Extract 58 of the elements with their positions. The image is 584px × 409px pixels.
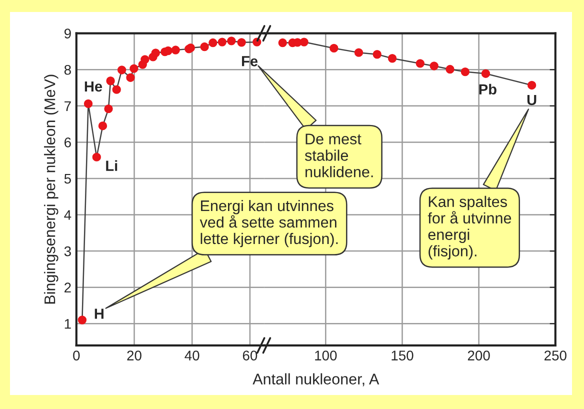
x-tick-label: 100	[315, 350, 337, 360]
point	[106, 76, 115, 86]
point	[372, 50, 382, 59]
x-tick-label: 40	[184, 350, 200, 360]
point	[130, 64, 138, 73]
x-tick-label: 200	[468, 350, 490, 360]
point	[126, 73, 135, 82]
point	[112, 85, 121, 94]
point	[237, 38, 246, 47]
point	[300, 38, 308, 46]
point	[278, 38, 287, 48]
y-tick-label: 3	[64, 246, 71, 256]
annotation: De mest stabile nuklidene.	[304, 134, 373, 178]
point	[527, 80, 536, 90]
point	[200, 42, 209, 52]
point	[430, 62, 438, 70]
point	[208, 38, 218, 48]
y-tick-label: 2	[64, 282, 71, 292]
annotation: Pb	[479, 84, 496, 95]
x-tick-label: 150	[392, 350, 414, 360]
point	[104, 104, 113, 114]
point	[78, 316, 87, 324]
y-tick-label: 8	[64, 64, 71, 75]
point	[84, 99, 93, 108]
point	[92, 152, 101, 162]
point	[460, 67, 470, 76]
annotation: He	[84, 81, 102, 92]
y-tick-label: 4	[64, 210, 72, 220]
x-axis-title: Antall nukleoner, A	[252, 373, 380, 386]
x-tick-label: 60	[242, 350, 258, 360]
point	[481, 69, 490, 78]
y-tick-label: 9	[64, 28, 71, 39]
y-tick-label: 5	[64, 174, 71, 184]
x-tick-label: 250	[544, 350, 566, 360]
y-tick-label: 6	[64, 138, 71, 148]
y-tick-label: 1	[64, 319, 71, 329]
y-axis-title: Bingingsenergi per nukleon (MeV)	[44, 74, 58, 304]
point	[98, 122, 108, 130]
annotation: Energi kan utvinnes ved å sette sammen lette kjerner (fusjon).	[200, 200, 338, 248]
annotation: Fe	[242, 56, 258, 66]
point	[117, 66, 126, 74]
annotation: H	[94, 308, 104, 319]
point	[388, 54, 397, 63]
x-tick-label: 0	[73, 350, 80, 360]
annotation: Li	[106, 160, 118, 171]
point	[416, 59, 424, 68]
point	[227, 36, 236, 46]
point	[218, 38, 227, 46]
annotation: U	[527, 94, 536, 106]
y-tick-label: 7	[64, 101, 71, 111]
point	[446, 64, 454, 74]
annotation: Kan spaltes for å utvinne energi (fisjon).	[428, 196, 512, 260]
point	[330, 44, 338, 53]
point	[171, 46, 180, 54]
x-tick-label: 20	[127, 350, 142, 360]
point	[151, 48, 160, 58]
point	[140, 55, 150, 64]
point	[354, 48, 364, 57]
